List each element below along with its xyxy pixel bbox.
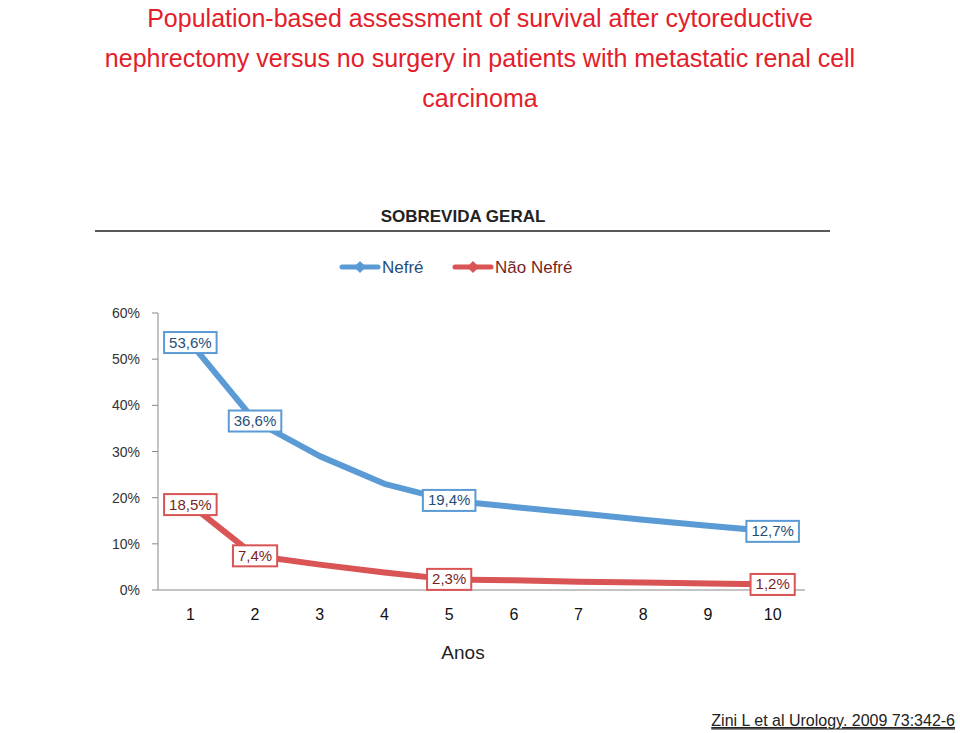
data-label-box [164,332,217,353]
data-label: 12,7% [746,521,799,542]
chart: Population-based assessment of survival … [0,0,960,733]
data-label-box [746,521,799,542]
source-underline [711,729,955,730]
y-tick [152,313,158,314]
slide-title: nephrectomy versus no surgery in patient… [105,44,855,72]
data-label: 53,6% [164,332,217,353]
data-label: 7,4% [233,545,277,566]
legend-marker [354,261,366,273]
x-tick-label: 9 [703,606,712,623]
source: Zini L et al Urology. 2009 73:342-6 [711,712,955,729]
x-tick-label: 6 [509,606,518,623]
legend-label: Nefré [382,258,424,277]
series-line [190,343,772,532]
x-tick-label: 8 [639,606,648,623]
data-label-text: 18,5% [169,496,212,513]
data-label-box [164,494,217,515]
title-rule [95,230,830,232]
series-line [190,505,772,585]
data-label-box [427,569,471,590]
x-tick-label: 5 [445,606,454,623]
data-label-box [751,574,795,595]
legend-item: Nefré [342,258,424,277]
y-tick [152,405,158,406]
legend-item: Não Nefré [455,258,572,277]
y-tick [152,590,158,591]
data-label-text: 53,6% [169,334,212,351]
y-tick-label: 10% [112,536,140,552]
y-tick [152,359,158,360]
data-label: 2,3% [427,569,471,590]
x-tick-label: 7 [574,606,583,623]
data-label-box [423,490,476,511]
x-tick-label: 1 [186,606,195,623]
x-tick-label: 10 [764,606,782,623]
slide-title: Population-based assessment of survival … [147,4,813,32]
y-tick [152,543,158,544]
data-label: 1,2% [751,574,795,595]
data-label: 36,6% [229,411,282,432]
data-label: 19,4% [423,490,476,511]
y-tick [152,451,158,452]
y-tick-label: 50% [112,351,140,367]
x-tick-label: 2 [251,606,260,623]
data-label-box [233,545,277,566]
data-label-text: 2,3% [432,570,466,587]
data-label-text: 36,6% [234,412,277,429]
plot-lines [190,343,772,585]
slide-title: carcinoma [422,84,537,112]
x-tick-label: 4 [380,606,389,623]
data-label-text: 7,4% [238,547,272,564]
y-tick-label: 20% [112,490,140,506]
y-tick-label: 60% [112,305,140,321]
data-label-text: 1,2% [756,575,790,592]
chart-title: SOBREVIDA GERAL [381,207,546,226]
y-tick-label: 40% [112,397,140,413]
data-label-text: 12,7% [751,522,794,539]
x-axis [158,590,805,591]
y-tick-label: 0% [120,582,140,598]
legend-label: Não Nefré [495,258,572,277]
y-tick [152,497,158,498]
data-label: 18,5% [164,494,217,515]
x-axis-label: Anos [441,642,484,663]
legend-marker [467,261,479,273]
data-label-text: 19,4% [428,491,471,508]
x-tick-label: 3 [315,606,324,623]
data-label-box [229,411,282,432]
y-tick-label: 30% [112,444,140,460]
